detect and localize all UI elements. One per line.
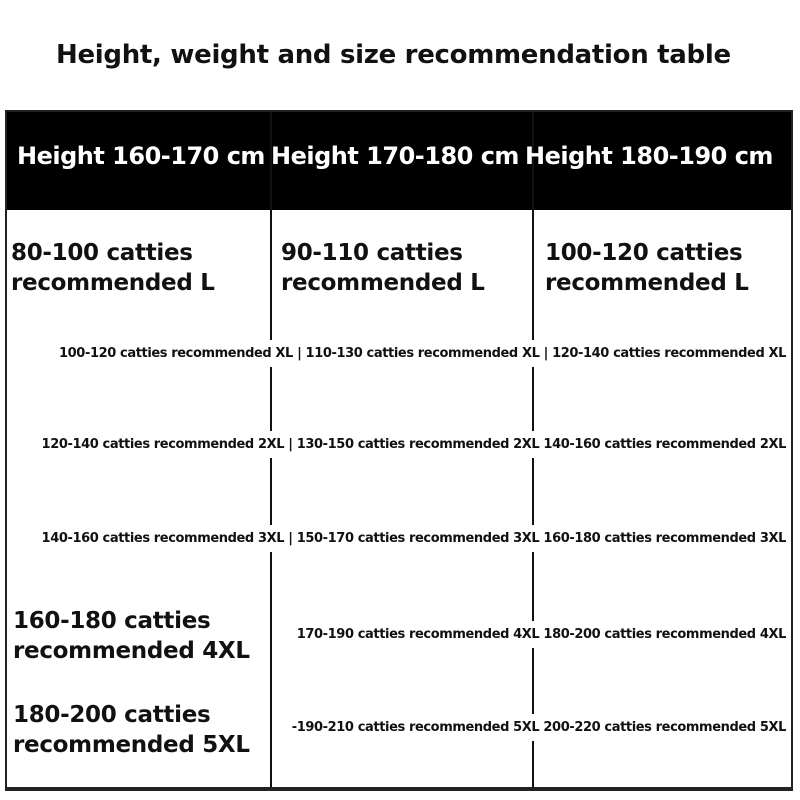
size-table: Height 160-170 cm Height 170-180 cm Heig… <box>5 110 793 791</box>
table-header <box>7 112 791 210</box>
cell-l-col3: 100-120 catties recommended L <box>545 240 749 296</box>
cell-l-col1: 80-100 catties recommended L <box>11 240 215 296</box>
page-title: Height, weight and size recommendation t… <box>56 40 731 70</box>
cell-l-col2: 90-110 catties recommended L <box>281 240 485 296</box>
row-5xl-rest: -190-210 catties recommended 5XL 200-220… <box>291 714 786 741</box>
row-4xl-rest: 170-190 catties recommended 4XL 180-200 … <box>296 621 786 648</box>
header-height-170-180: Height 170-180 cm <box>271 142 519 170</box>
header-height-160-170: Height 160-170 cm <box>17 142 265 170</box>
row-xl: 100-120 catties recommended XL | 110-130… <box>59 340 786 367</box>
row-2xl: 120-140 catties recommended 2XL | 130-15… <box>41 431 786 458</box>
cell-5xl-col1: 180-200 catties recommended 5XL <box>13 700 263 760</box>
header-height-180-190: Height 180-190 cm <box>525 142 773 170</box>
row-3xl: 140-160 catties recommended 3XL | 150-17… <box>41 525 786 552</box>
cell-4xl-col1: 160-180 catties recommended 4XL <box>13 606 263 666</box>
